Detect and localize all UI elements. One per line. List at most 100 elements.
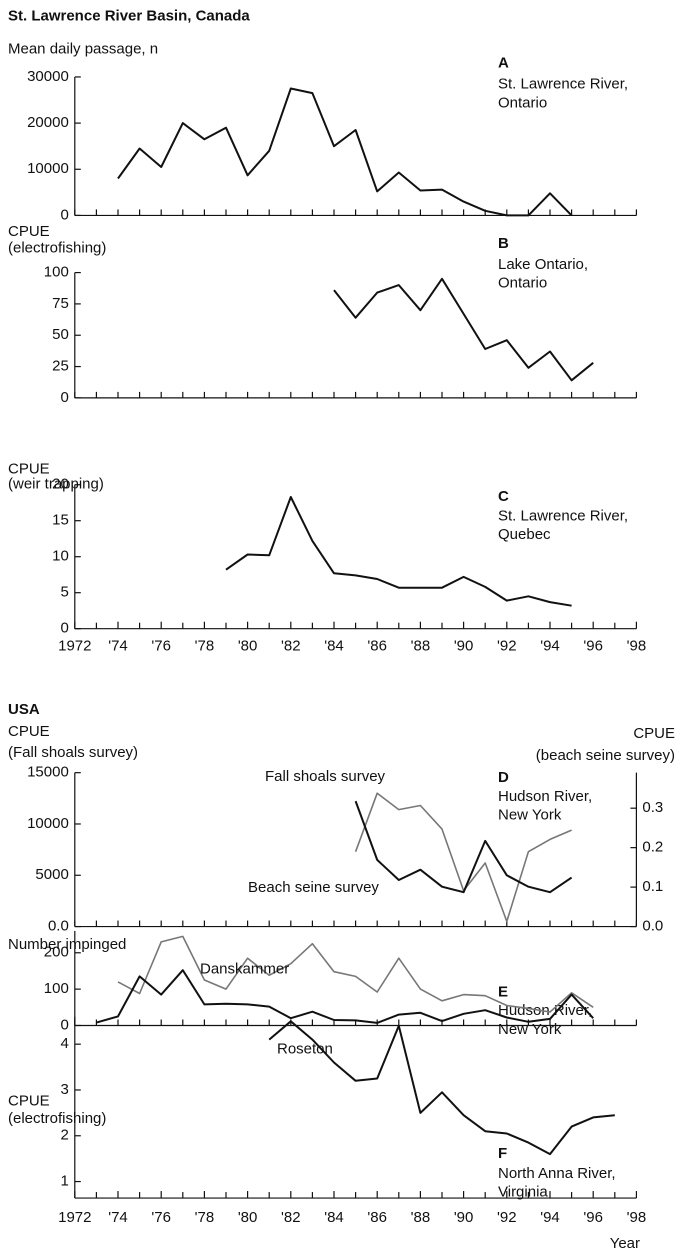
section-title: USA	[8, 701, 40, 718]
y-tick-label: 4	[60, 1035, 68, 1052]
data-line	[333, 277, 594, 382]
y-tick-label: 5000	[35, 866, 68, 883]
y-tick-label: 20	[52, 476, 69, 493]
y-tick-label: 50	[52, 326, 69, 343]
y-tick-label: 1	[60, 1173, 68, 1190]
y-tick-label: 100	[44, 264, 69, 281]
y-tick-label: 10000	[27, 160, 69, 177]
x-tick-label: '84	[324, 1209, 344, 1226]
x-tick-label: '98	[627, 1209, 647, 1226]
x-tick-label: '84	[324, 637, 344, 654]
x-tick-label: '74	[108, 637, 128, 654]
y-tick-label: 2	[60, 1127, 68, 1144]
data-line	[117, 935, 594, 1013]
x-tick-label: '86	[367, 637, 387, 654]
series-label: Fall shoals survey	[265, 768, 386, 785]
y2-axis-label: (beach seine survey)	[536, 747, 675, 764]
section-title: St. Lawrence River Basin, Canada	[8, 7, 250, 24]
y-axis-label: (electrofishing)	[8, 239, 106, 256]
panel-letter: F	[498, 1145, 507, 1162]
x-tick-label: '78	[195, 637, 215, 654]
y-axis-label: Number impinged	[8, 936, 126, 953]
x-tick-label: '88	[411, 637, 431, 654]
data-line	[117, 87, 573, 217]
panel-location: Ontario	[498, 275, 547, 292]
data-line	[268, 1020, 615, 1156]
x-tick-label: '86	[367, 1209, 387, 1226]
x-tick-label: '98	[627, 637, 647, 654]
panel-location: Hudson River,	[498, 788, 592, 805]
series-label: Roseton	[277, 1041, 333, 1058]
x-tick-label: 1972	[58, 1209, 91, 1226]
x-axis-label: Year	[610, 1235, 640, 1252]
y-tick-label: 0	[60, 620, 68, 637]
y-tick-label: 200	[44, 944, 69, 961]
y-tick-label: 20000	[27, 114, 69, 131]
y-tick-label: 0	[60, 1016, 68, 1033]
y2-axis-label: CPUE	[633, 725, 675, 742]
panel-location: Ontario	[498, 94, 547, 111]
x-tick-label: '74	[108, 1209, 128, 1226]
y-axis-label: (Fall shoals survey)	[8, 744, 138, 761]
panel-location: Virginia	[498, 1184, 548, 1201]
x-tick-label: '82	[281, 637, 301, 654]
y-tick-label: 0.0	[48, 918, 69, 935]
series-label: Danskammer	[200, 960, 289, 977]
y-tick-label: 15000	[27, 764, 69, 781]
x-tick-label: '94	[540, 637, 560, 654]
x-tick-label: 1972	[58, 637, 91, 654]
x-tick-label: '92	[497, 1209, 517, 1226]
y-tick-label: 75	[52, 295, 69, 312]
panel-letter: C	[498, 488, 509, 505]
y-axis-label: CPUE	[8, 723, 50, 740]
panel-letter: A	[498, 55, 509, 72]
y-tick-label: 10	[52, 548, 69, 565]
x-tick-label: '80	[238, 637, 258, 654]
y-axis-label: CPUE	[8, 460, 50, 477]
panel-letter: E	[498, 983, 508, 1000]
panel-location: Quebec	[498, 526, 551, 543]
y-axis-label: (weir trapping)	[8, 476, 104, 493]
x-tick-label: '96	[583, 1209, 603, 1226]
panel-location: North Anna River,	[498, 1165, 616, 1182]
y-tick-label: 5	[60, 584, 68, 601]
panel-location: New York	[498, 807, 562, 824]
x-tick-label: '96	[583, 637, 603, 654]
panel-location: Lake Ontario,	[498, 256, 588, 273]
y-tick-label: 25	[52, 358, 69, 375]
panel-location: St. Lawrence River,	[498, 76, 628, 93]
panel-location: St. Lawrence River,	[498, 508, 628, 525]
y2-tick-label: 0.2	[642, 839, 663, 856]
data-line	[354, 800, 573, 894]
panel-location: New York	[498, 1021, 562, 1038]
y-tick-label: 100	[44, 980, 69, 997]
panel-letter: D	[498, 769, 509, 786]
y-axis-label: Mean daily passage, n	[8, 40, 158, 57]
y-tick-label: 30000	[27, 68, 69, 85]
y-axis-label: CPUE	[8, 223, 50, 240]
x-tick-label: '92	[497, 637, 517, 654]
x-tick-label: '90	[454, 1209, 474, 1226]
x-tick-label: '90	[454, 637, 474, 654]
x-tick-label: '94	[540, 1209, 560, 1226]
y-tick-label: 10000	[27, 815, 69, 832]
y-axis-label: CPUE	[8, 1092, 50, 1109]
x-tick-label: '76	[151, 637, 171, 654]
y-tick-label: 0	[60, 389, 68, 406]
y2-tick-label: 0.3	[642, 799, 663, 816]
y-tick-label: 0	[60, 206, 68, 223]
x-tick-label: '76	[151, 1209, 171, 1226]
x-tick-label: '80	[238, 1209, 258, 1226]
y-tick-label: 3	[60, 1081, 68, 1098]
data-line	[225, 496, 572, 607]
y2-tick-label: 0.1	[642, 878, 663, 895]
data-line	[96, 969, 594, 1024]
x-tick-label: '82	[281, 1209, 301, 1226]
x-tick-label: '88	[411, 1209, 431, 1226]
y2-tick-label: 0.0	[642, 918, 663, 935]
y-tick-label: 15	[52, 512, 69, 529]
series-label: Beach seine survey	[248, 879, 379, 896]
y-axis-label: (electrofishing)	[8, 1110, 106, 1127]
x-tick-label: '78	[195, 1209, 215, 1226]
